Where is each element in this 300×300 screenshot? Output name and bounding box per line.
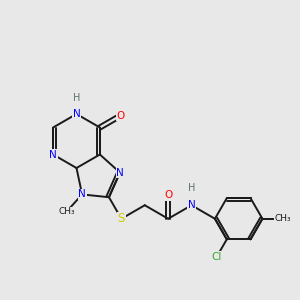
Text: O: O: [164, 190, 172, 200]
Text: Cl: Cl: [212, 252, 222, 262]
Text: CH₃: CH₃: [58, 207, 75, 216]
Text: H: H: [188, 183, 195, 193]
Text: CH₃: CH₃: [274, 214, 291, 223]
Text: N: N: [49, 149, 57, 160]
Text: S: S: [118, 212, 125, 225]
Text: N: N: [116, 168, 124, 178]
Text: O: O: [116, 111, 124, 121]
Text: H: H: [73, 93, 80, 103]
Text: N: N: [73, 109, 80, 119]
Text: N: N: [188, 200, 195, 210]
Text: N: N: [78, 189, 86, 200]
